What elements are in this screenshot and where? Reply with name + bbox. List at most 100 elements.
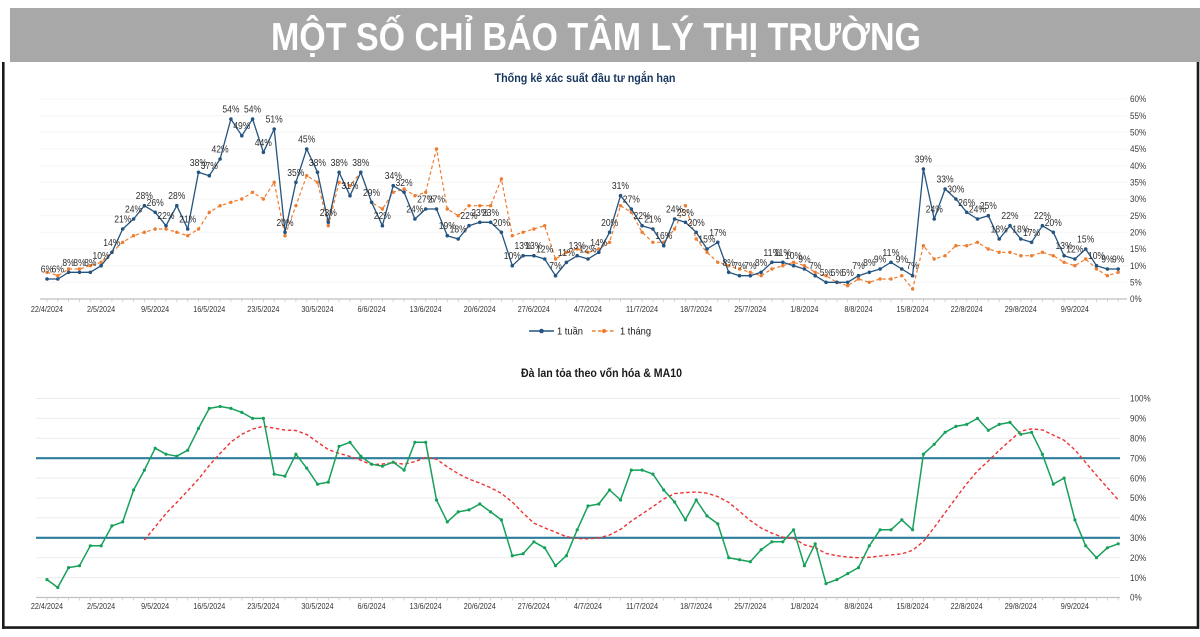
svg-text:20%: 20% (493, 218, 510, 229)
svg-text:25/7/2024: 25/7/2024 (734, 601, 766, 611)
svg-text:44%: 44% (255, 138, 272, 149)
svg-text:27%: 27% (417, 195, 434, 206)
svg-text:13%: 13% (569, 241, 586, 252)
svg-text:26%: 26% (147, 198, 164, 209)
svg-text:2/5/2024: 2/5/2024 (87, 304, 115, 314)
svg-text:Thống kê xác suất đầu tư ngắn: Thống kê xác suất đầu tư ngắn hạn (495, 72, 676, 85)
svg-text:20%: 20% (1045, 218, 1062, 229)
svg-text:8%: 8% (863, 258, 875, 269)
svg-text:MỘT SỐ CHỈ BÁO TÂM LÝ THỊ TRƯỜ: MỘT SỐ CHỈ BÁO TÂM LÝ THỊ TRƯỜNG (271, 14, 921, 59)
svg-text:18%: 18% (1012, 225, 1029, 236)
svg-text:16%: 16% (655, 231, 672, 242)
svg-text:22%: 22% (1034, 211, 1051, 222)
svg-text:1/8/2024: 1/8/2024 (790, 304, 818, 314)
svg-text:22/8/2024: 22/8/2024 (951, 601, 983, 611)
svg-text:11/7/2024: 11/7/2024 (626, 601, 658, 611)
svg-text:22%: 22% (634, 211, 651, 222)
svg-text:8/8/2024: 8/8/2024 (844, 601, 872, 611)
svg-text:23%: 23% (482, 208, 499, 219)
svg-text:22/4/2024: 22/4/2024 (31, 601, 63, 611)
svg-text:28%: 28% (136, 191, 153, 202)
svg-text:19%: 19% (439, 221, 456, 232)
svg-text:20%: 20% (688, 218, 705, 229)
svg-text:23/5/2024: 23/5/2024 (247, 601, 279, 611)
svg-text:24%: 24% (926, 205, 943, 216)
svg-text:34%: 34% (385, 171, 402, 182)
svg-text:11%: 11% (763, 248, 780, 259)
svg-text:45%: 45% (1130, 144, 1146, 154)
svg-text:23/5/2024: 23/5/2024 (247, 304, 279, 314)
svg-text:50%: 50% (1130, 128, 1146, 138)
svg-text:5%: 5% (831, 268, 843, 279)
svg-text:8%: 8% (755, 258, 767, 269)
svg-text:37%: 37% (201, 161, 218, 172)
svg-text:10%: 10% (785, 251, 802, 262)
svg-text:12%: 12% (579, 245, 596, 256)
svg-text:Đà lan tỏa theo vốn hóa & MA10: Đà lan tỏa theo vốn hóa & MA10 (521, 368, 682, 380)
svg-text:12%: 12% (536, 245, 553, 256)
svg-text:5%: 5% (842, 268, 854, 279)
svg-text:45%: 45% (298, 135, 315, 146)
svg-text:22/4/2024: 22/4/2024 (31, 304, 63, 314)
svg-text:9/5/2024: 9/5/2024 (141, 304, 169, 314)
svg-text:9/9/2024: 9/9/2024 (1061, 601, 1089, 611)
svg-text:15%: 15% (1130, 244, 1146, 254)
svg-text:5%: 5% (1130, 278, 1142, 288)
svg-text:27/6/2024: 27/6/2024 (518, 601, 550, 611)
svg-text:24%: 24% (666, 205, 683, 216)
svg-text:9%: 9% (1101, 255, 1113, 266)
svg-text:30%: 30% (1130, 533, 1146, 543)
svg-text:24%: 24% (125, 205, 142, 216)
svg-text:15%: 15% (698, 235, 715, 246)
svg-text:11%: 11% (882, 248, 899, 259)
svg-text:38%: 38% (309, 158, 326, 169)
svg-text:38%: 38% (190, 158, 207, 169)
svg-text:2/5/2024: 2/5/2024 (87, 601, 115, 611)
svg-text:25%: 25% (980, 201, 997, 212)
svg-text:1/8/2024: 1/8/2024 (790, 601, 818, 611)
svg-text:40%: 40% (1130, 513, 1146, 523)
svg-text:16/5/2024: 16/5/2024 (193, 304, 225, 314)
svg-text:7%: 7% (744, 261, 756, 272)
svg-text:38%: 38% (352, 158, 369, 169)
svg-text:14%: 14% (590, 238, 607, 249)
svg-text:6/6/2024: 6/6/2024 (358, 304, 386, 314)
svg-text:11%: 11% (774, 248, 791, 259)
svg-text:8%: 8% (62, 258, 74, 269)
svg-text:21%: 21% (179, 215, 196, 226)
svg-text:33%: 33% (937, 175, 954, 186)
svg-text:0%: 0% (1130, 593, 1142, 603)
svg-text:7%: 7% (906, 261, 918, 272)
svg-text:18/7/2024: 18/7/2024 (680, 601, 712, 611)
svg-text:22%: 22% (1001, 211, 1018, 222)
svg-text:23%: 23% (677, 208, 694, 219)
svg-text:11%: 11% (558, 248, 575, 259)
svg-text:11/7/2024: 11/7/2024 (626, 304, 658, 314)
svg-text:8/8/2024: 8/8/2024 (844, 304, 872, 314)
svg-text:1 tháng: 1 tháng (620, 326, 651, 338)
svg-text:7%: 7% (733, 261, 745, 272)
svg-text:49%: 49% (233, 121, 250, 132)
svg-text:22%: 22% (374, 211, 391, 222)
svg-text:7%: 7% (852, 261, 864, 272)
svg-text:5%: 5% (820, 268, 832, 279)
svg-text:15/8/2024: 15/8/2024 (897, 601, 929, 611)
svg-text:29/8/2024: 29/8/2024 (1005, 601, 1037, 611)
svg-text:20/6/2024: 20/6/2024 (464, 601, 496, 611)
svg-text:31%: 31% (341, 181, 358, 192)
svg-text:4/7/2024: 4/7/2024 (574, 304, 602, 314)
svg-text:35%: 35% (287, 168, 304, 179)
svg-text:18%: 18% (991, 225, 1008, 236)
svg-text:13%: 13% (1056, 241, 1073, 252)
svg-text:1 tuần: 1 tuần (557, 326, 583, 338)
svg-text:20/6/2024: 20/6/2024 (464, 304, 496, 314)
svg-text:7%: 7% (809, 261, 821, 272)
svg-text:35%: 35% (1130, 178, 1146, 188)
svg-text:21%: 21% (644, 215, 661, 226)
svg-text:22%: 22% (460, 211, 477, 222)
svg-text:9%: 9% (1112, 255, 1124, 266)
svg-text:10%: 10% (1130, 573, 1146, 583)
svg-text:8%: 8% (723, 258, 735, 269)
svg-text:25%: 25% (1130, 211, 1146, 221)
svg-text:20%: 20% (1130, 553, 1146, 563)
